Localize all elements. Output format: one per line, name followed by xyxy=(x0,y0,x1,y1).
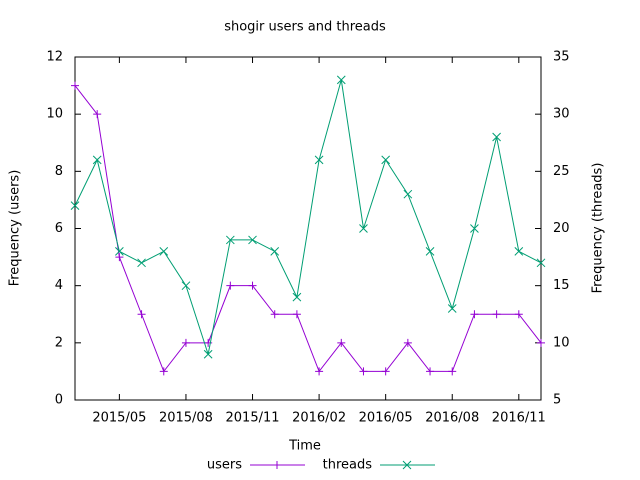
point-marker xyxy=(536,258,546,268)
point-marker xyxy=(381,367,390,376)
point-marker xyxy=(225,235,235,245)
point-marker xyxy=(292,310,301,319)
series-line xyxy=(74,79,542,355)
point-marker xyxy=(448,367,457,376)
y-tick-label: 10 xyxy=(46,107,63,122)
series-line xyxy=(74,85,542,373)
y2-tick-label: 35 xyxy=(553,50,570,65)
y2-tick-label: 25 xyxy=(553,164,570,179)
point-marker xyxy=(336,75,346,85)
point-marker xyxy=(270,310,279,319)
point-marker xyxy=(93,110,102,119)
y-tick-label: 12 xyxy=(46,50,63,65)
y-tick-label: 0 xyxy=(55,393,63,408)
point-marker xyxy=(492,310,501,319)
y-tick-label: 2 xyxy=(55,335,63,350)
x-axis-label: Time xyxy=(288,439,321,454)
y2-tick-label: 10 xyxy=(553,335,570,350)
point-marker xyxy=(359,367,368,376)
point-marker xyxy=(314,155,324,165)
x-tick-label: 2016/08 xyxy=(425,411,479,426)
y2-tick-label: 5 xyxy=(553,393,561,408)
point-marker xyxy=(315,367,324,376)
point-marker xyxy=(292,292,302,302)
point-marker xyxy=(514,310,523,319)
point-marker xyxy=(137,310,146,319)
point-marker xyxy=(403,338,412,347)
legend-label: threads xyxy=(323,458,373,473)
y-tick-label: 6 xyxy=(55,221,63,236)
y-tick-label: 4 xyxy=(55,278,63,293)
chart-title: shogir users and threads xyxy=(224,20,386,35)
point-marker xyxy=(92,155,102,165)
point-marker xyxy=(426,367,435,376)
y-axis-label: Frequency (users) xyxy=(8,170,23,287)
point-marker xyxy=(337,338,346,347)
point-marker xyxy=(137,258,146,268)
y2-tick-label: 15 xyxy=(553,278,570,293)
y-tick-label: 8 xyxy=(55,164,63,179)
x-tick-label: 2016/02 xyxy=(292,411,346,426)
point-marker xyxy=(470,224,479,233)
point-marker xyxy=(447,304,457,313)
point-marker xyxy=(203,349,213,359)
point-marker xyxy=(181,281,191,291)
x-tick-label: 2015/05 xyxy=(92,411,146,426)
x-tick-label: 2016/11 xyxy=(492,411,546,426)
point-marker xyxy=(115,247,124,256)
point-marker xyxy=(537,338,545,347)
point-marker xyxy=(470,310,479,319)
point-marker xyxy=(71,81,79,90)
legend-label: users xyxy=(207,458,242,473)
point-marker xyxy=(181,338,190,347)
point-marker xyxy=(226,281,235,290)
point-marker xyxy=(403,189,413,199)
point-marker xyxy=(248,235,257,245)
point-marker xyxy=(159,367,168,376)
point-marker xyxy=(514,247,524,256)
y2-axis-label: Frequency (threads) xyxy=(591,163,606,294)
legend-marker xyxy=(273,461,281,469)
x-tick-label: 2015/08 xyxy=(159,411,213,426)
legend-marker xyxy=(402,460,412,470)
point-marker xyxy=(70,201,80,210)
y2-tick-label: 20 xyxy=(553,221,570,236)
x-tick-label: 2015/11 xyxy=(226,411,280,426)
point-marker xyxy=(381,155,391,165)
point-marker xyxy=(115,253,124,262)
y2-tick-label: 30 xyxy=(553,107,570,122)
point-marker xyxy=(159,247,169,256)
point-marker xyxy=(270,247,280,256)
point-marker xyxy=(425,247,435,256)
point-marker xyxy=(248,281,257,290)
x-tick-label: 2016/05 xyxy=(359,411,413,426)
point-marker xyxy=(492,132,501,142)
point-marker xyxy=(359,224,368,233)
